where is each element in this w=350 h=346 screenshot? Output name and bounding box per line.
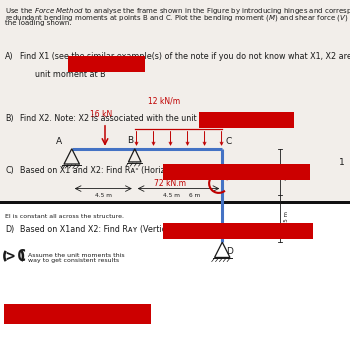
Text: Find X1 (see the similar example(s) of the note if you do not know what X1, X2 a: Find X1 (see the similar example(s) of t… (20, 52, 350, 61)
Text: 72 kN.m: 72 kN.m (154, 179, 186, 188)
Text: D): D) (5, 225, 14, 234)
Bar (163, 223, 313, 239)
Text: the loading shown.: the loading shown. (5, 20, 72, 26)
Text: 16 kN: 16 kN (90, 110, 113, 119)
Text: 1: 1 (339, 158, 345, 167)
Text: B: B (127, 136, 133, 145)
Text: Based on X1 and X2: Find Rᴀˣ (Horizontal reaction at A): Based on X1 and X2: Find Rᴀˣ (Horizontal… (20, 166, 243, 175)
Bar (4, 304, 150, 324)
Text: 12 kN/m: 12 kN/m (148, 97, 181, 106)
Bar (163, 164, 310, 180)
Text: D: D (226, 247, 233, 256)
Text: C: C (225, 137, 231, 146)
Text: unit moment at B: unit moment at B (20, 70, 106, 79)
Text: C: C (16, 248, 26, 264)
Text: Based on X1and X2: Find Rᴀʏ (Vertical reaction at A): Based on X1and X2: Find Rᴀʏ (Vertical re… (20, 225, 231, 234)
Text: redundant bending moments at points B and C. Plot the bending moment ($M$) and s: redundant bending moments at points B an… (5, 13, 350, 23)
Text: 4.5 m: 4.5 m (163, 193, 180, 198)
Text: >: > (5, 248, 14, 264)
Text: EI is constant all across the structure.: EI is constant all across the structure. (5, 214, 124, 219)
Text: 4.5 m: 4.5 m (95, 193, 112, 198)
Text: B): B) (5, 114, 14, 123)
Text: A): A) (5, 52, 14, 61)
Bar (0, 204, 350, 346)
Text: 4.5 m: 4.5 m (284, 211, 289, 227)
Text: C): C) (5, 166, 14, 175)
Text: Use the $\it{Force\ Method}$ to analyse the frame shown in the Figure by introdu: Use the $\it{Force\ Method}$ to analyse … (5, 5, 350, 16)
Text: A: A (56, 137, 62, 146)
Text: Find X2. Note: X2 is associated with the unit moment at C.: Find X2. Note: X2 is associated with the… (20, 114, 255, 123)
Text: Assume the unit moments this
way to get consistent results: Assume the unit moments this way to get … (28, 253, 125, 263)
Bar (68, 56, 145, 72)
Bar (199, 112, 294, 128)
Text: 4.5 m: 4.5 m (284, 164, 289, 180)
Bar (0, 201, 350, 204)
Text: 6 m: 6 m (189, 193, 200, 198)
